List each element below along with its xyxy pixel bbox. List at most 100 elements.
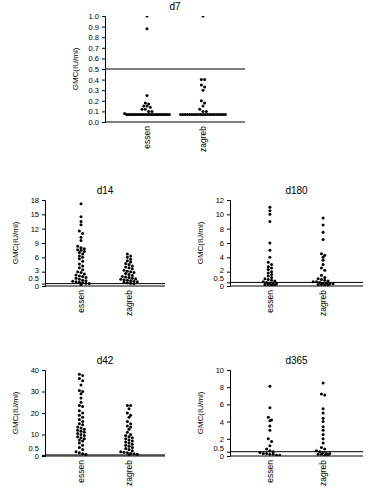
y-tick: 12 [31,225,45,234]
y-axis-title: GMC(IU/ml) [11,391,20,434]
y-tick: 0.5 [29,274,45,284]
point [128,445,131,448]
y-tick-mark [227,452,230,453]
point [205,110,208,113]
point [200,78,203,81]
point [322,407,325,410]
point [267,278,270,281]
y-axis-line [227,201,231,287]
y-tick-mark [42,214,45,215]
point [78,418,81,421]
y-tick-mark [102,58,105,59]
point [147,110,150,113]
point [322,442,325,445]
y-tick-mark [102,101,105,102]
y-tick: 1.0 [89,12,105,21]
point [136,453,139,456]
point [78,373,81,376]
point [78,254,81,257]
y-tick-mark [227,439,230,440]
point [83,431,86,434]
point [128,442,131,445]
point [126,424,129,427]
point [320,283,323,286]
point [131,449,134,452]
point [126,281,129,284]
point [320,274,323,277]
point [81,439,84,442]
point [119,450,122,453]
y-tick-mark [227,456,230,457]
y-tick-mark [42,257,45,258]
y-tick-label: 10 [31,430,39,439]
y-tick: 8 [220,383,230,392]
point [203,78,206,81]
point [124,447,127,450]
y-tick: 30 [31,387,45,396]
y-tick-label: 0.1 [89,107,99,116]
point [149,106,152,109]
y-tick-label: 0 [35,452,39,461]
y-tick: 0.8 [89,33,105,42]
point [131,446,134,449]
y-tick-mark [42,392,45,393]
point [200,83,203,86]
y-tick: 0.5 [214,444,230,453]
x-tick: zagreb [318,286,328,316]
title: d42 [97,355,114,366]
point [81,260,84,263]
point [76,435,79,438]
point [323,448,326,451]
y-axis-line [227,371,231,457]
y-tick: 0 [220,452,230,461]
x-tick: essen [265,456,275,483]
point [270,276,273,279]
y-tick-label: 8 [220,383,224,392]
point [150,110,153,113]
y-axis-title: GMC(IU/ml) [196,221,205,264]
point [202,105,205,108]
point [80,239,83,242]
y-tick-label: 1.0 [89,12,99,21]
point [124,265,127,268]
point [265,448,268,451]
point [126,420,129,423]
point [78,278,81,281]
point [128,438,131,441]
point [84,276,87,279]
point [78,230,81,233]
y-tick-label: 0.5 [29,444,39,453]
y-tick-label: 0.6 [89,54,99,63]
point [270,273,273,276]
x-tick: zagreb [198,122,208,152]
point [132,282,135,285]
point [315,449,318,452]
y-tick-label: 18 [31,196,39,205]
point [273,279,276,282]
y-tick-mark [102,80,105,81]
point [129,254,132,257]
point [126,252,129,255]
point [273,284,276,286]
y-axis-title: GMC(IU/ml) [71,47,80,90]
point [123,269,126,272]
point [81,268,84,271]
point [75,274,78,277]
point [76,245,79,248]
point [144,108,147,111]
point [80,271,83,274]
point [81,374,84,377]
x-axis: essenzagreb [45,456,165,486]
point [124,437,127,440]
point [132,271,135,274]
point [124,441,127,444]
y-tick: 10 [31,430,45,439]
x-tick: essen [76,456,86,483]
point [128,407,131,410]
point [126,412,129,415]
y-tick-mark [42,284,45,285]
point [123,281,126,284]
point [267,274,270,277]
point [322,412,325,415]
y-tick: 0.4 [89,76,105,85]
